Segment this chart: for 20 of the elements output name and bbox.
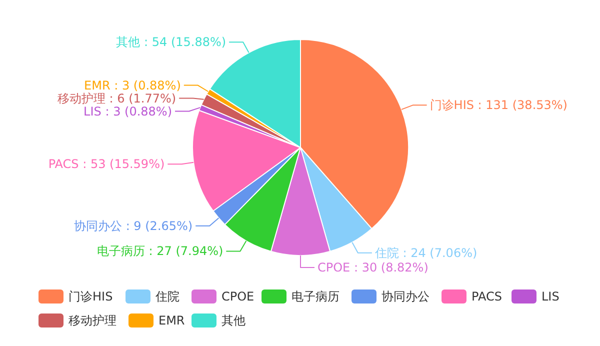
data-label: 其他 : 54 (15.88%) — [116, 35, 226, 50]
legend-label: EMR — [158, 314, 185, 328]
data-label: 协同办公 : 9 (2.65%) — [74, 218, 193, 233]
data-label: LIS : 3 (0.88%) — [84, 104, 172, 118]
data-label: CPOE : 30 (8.82%) — [318, 260, 428, 274]
data-label: EMR : 3 (0.88%) — [84, 78, 181, 92]
data-label: 门诊HIS : 131 (38.53%) — [430, 98, 568, 112]
legend-label: 电子病历 — [292, 290, 340, 304]
data-label: 移动护理 : 6 (1.77%) — [57, 91, 176, 106]
data-label: 住院 : 24 (7.06%) — [374, 246, 478, 260]
legend-label: LIS — [542, 290, 560, 304]
legend-label: 移动护理 — [68, 314, 116, 328]
legend-label: 门诊HIS — [68, 290, 113, 304]
legend-label: 协同办公 — [382, 290, 430, 304]
legend-label: 其他 — [222, 314, 246, 328]
data-label: PACS : 53 (15.59%) — [48, 157, 165, 172]
data-label: 电子病历 : 27 (7.94%) — [96, 244, 224, 258]
legend-label: PACS — [472, 290, 502, 304]
legend-label: 住院 — [154, 290, 180, 304]
legend-label: CPOE — [222, 290, 254, 304]
